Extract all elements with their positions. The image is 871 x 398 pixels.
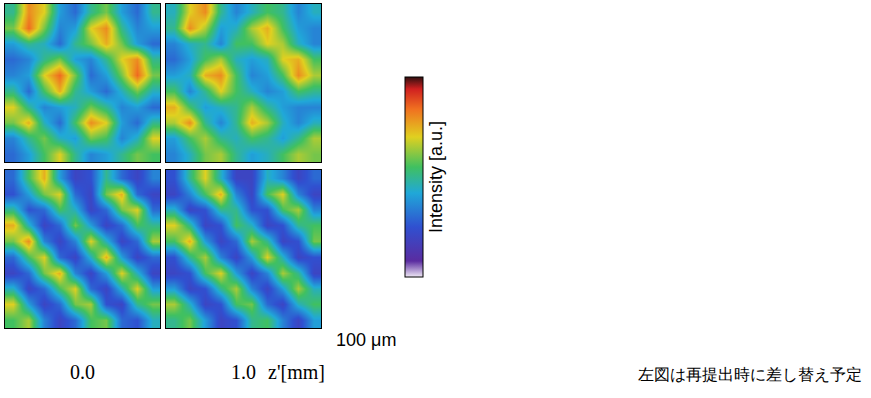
svg-text:左図は再提出時に差し替え予定: 左図は再提出時に差し替え予定 xyxy=(638,366,862,383)
svg-text:z'[mm]: z'[mm] xyxy=(268,361,325,383)
svg-text:100 μm: 100 μm xyxy=(336,330,396,350)
svg-text:0.0: 0.0 xyxy=(70,361,95,383)
svg-text:1.0: 1.0 xyxy=(231,361,256,383)
svg-text:Intensity [a.u.]: Intensity [a.u.] xyxy=(426,121,446,233)
